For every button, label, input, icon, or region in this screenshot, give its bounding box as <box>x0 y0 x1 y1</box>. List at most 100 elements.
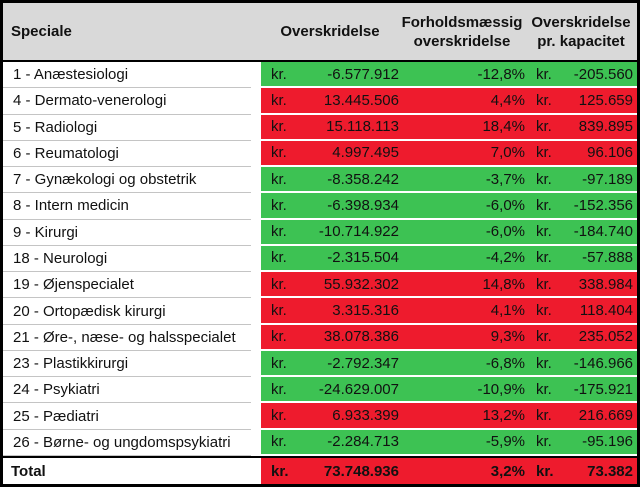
currency-label: kr. <box>536 380 552 398</box>
column-gap <box>251 62 261 89</box>
overskridelse-value: -2.315.504 <box>327 249 399 267</box>
speciale-label: 24 - Psykiatri <box>13 381 100 399</box>
per-kapacitet-value: -205.560 <box>573 65 633 83</box>
currency-label: kr. <box>271 144 287 162</box>
currency-label: kr. <box>271 118 287 136</box>
speciale-cell: 25 - Pædiatri <box>3 403 251 430</box>
currency-label: kr. <box>271 433 287 451</box>
per-kapacitet-value: -146.966 <box>573 354 633 372</box>
table-row: 8 - Intern medicin kr. -6.398.934 -6,0% … <box>3 193 637 220</box>
table-row: 21 - Øre-, næse- og halsspecialet kr. 38… <box>3 324 637 351</box>
overskridelse-value: -24.629.007 <box>318 380 399 398</box>
speciale-cell: 20 - Ortopædisk kirurgi <box>3 298 251 325</box>
table-row: 7 - Gynækologi og obstetrik kr. -8.358.2… <box>3 167 637 194</box>
table-row: 24 - Psykiatri kr. -24.629.007 -10,9% kr… <box>3 377 637 404</box>
currency-label: kr. <box>536 118 552 136</box>
column-gap <box>251 272 261 299</box>
per-kapacitet-value: 216.669 <box>578 407 633 425</box>
values-cell: kr. 6.933.399 13,2% kr. 216.669 <box>261 403 637 430</box>
currency-label: kr. <box>536 196 552 214</box>
currency-label: kr. <box>536 462 554 480</box>
total-label: Total <box>11 462 46 480</box>
per-kapacitet-value: -184.740 <box>573 223 633 241</box>
values-cell: kr. -10.714.922 -6,0% kr. -184.740 <box>261 219 637 246</box>
table-row: 1 - Anæstesiologi kr. -6.577.912 -12,8% … <box>3 62 637 89</box>
speciale-cell: 9 - Kirurgi <box>3 219 251 246</box>
speciale-cell: 19 - Øjenspecialet <box>3 272 251 299</box>
currency-label: kr. <box>271 65 287 83</box>
pct-value: -4,2% <box>485 249 525 267</box>
values-cell: kr. -6.577.912 -12,8% kr. -205.560 <box>261 62 637 89</box>
values-cell: kr. 15.118.113 18,4% kr. 839.895 <box>261 114 637 141</box>
pct-value: -3,7% <box>485 170 525 188</box>
column-gap <box>251 114 261 141</box>
column-header-speciale: Speciale <box>11 23 72 40</box>
column-gap <box>251 167 261 194</box>
overskridelse-value: -8.358.242 <box>327 170 399 188</box>
overskridelse-value: 4.997.495 <box>332 144 399 162</box>
overskridelse-value: -10.714.922 <box>318 223 399 241</box>
currency-label: kr. <box>536 223 552 241</box>
overskridelse-value: -6.577.912 <box>327 65 399 83</box>
overskridelse-value: 3.315.316 <box>332 302 399 320</box>
per-kapacitet-value: -57.888 <box>582 249 633 267</box>
currency-label: kr. <box>271 462 289 480</box>
per-kapacitet-value: -152.356 <box>573 196 633 214</box>
pct-value: -10,9% <box>477 380 525 398</box>
overskridelse-value: -6.398.934 <box>327 196 399 214</box>
currency-label: kr. <box>536 354 552 372</box>
table-row: 4 - Dermato-venerologi kr. 13.445.506 4,… <box>3 88 637 115</box>
speciale-cell: 1 - Anæstesiologi <box>3 62 251 89</box>
per-kapacitet-value: 96.106 <box>587 144 633 162</box>
values-cell: kr. -2.315.504 -4,2% kr. -57.888 <box>261 245 637 273</box>
column-gap <box>251 429 261 456</box>
per-kapacitet-value: 839.895 <box>578 118 633 136</box>
per-kapacitet-value: 118.404 <box>579 302 633 320</box>
overskridelse-value: 55.932.302 <box>323 275 399 293</box>
speciale-cell: 26 - Børne- og ungdomspsykiatri <box>3 429 251 456</box>
column-header-forholdsmaessig-line1: Forholdsmæssig <box>401 13 523 31</box>
pct-value: 7,0% <box>490 144 525 162</box>
table-row: 25 - Pædiatri kr. 6.933.399 13,2% kr. 21… <box>3 403 637 430</box>
pct-value: 13,2% <box>482 407 525 425</box>
speciale-label: 19 - Øjenspecialet <box>13 276 134 294</box>
total-pct-value: 3,2% <box>490 462 525 480</box>
column-gap <box>251 88 261 115</box>
speciale-cell: 6 - Reumatologi <box>3 140 251 168</box>
table-row: 6 - Reumatologi kr. 4.997.495 7,0% kr. 9… <box>3 140 637 168</box>
speciale-label: 18 - Neurologi <box>13 249 108 267</box>
column-gap <box>251 377 261 404</box>
values-cell: kr. -6.398.934 -6,0% kr. -152.356 <box>261 193 637 220</box>
per-kapacitet-value: -175.921 <box>573 380 633 398</box>
speciale-label: 5 - Radiologi <box>13 118 98 136</box>
column-header-forholdsmaessig-line2: overskridelse <box>413 32 511 50</box>
per-kapacitet-value: 125.659 <box>578 91 633 109</box>
currency-label: kr. <box>271 354 287 372</box>
pct-value: -6,8% <box>485 354 525 372</box>
per-kapacitet-value: 235.052 <box>578 328 633 346</box>
speciale-label: 4 - Dermato-venerologi <box>13 92 167 110</box>
speciale-label: 9 - Kirurgi <box>13 223 79 241</box>
values-cell: kr. -24.629.007 -10,9% kr. -175.921 <box>261 377 637 404</box>
per-kapacitet-value: -95.196 <box>582 433 633 451</box>
currency-label: kr. <box>536 65 552 83</box>
total-per-kapacitet-value: 73.382 <box>587 462 633 480</box>
currency-label: kr. <box>536 91 552 109</box>
speciale-label: 20 - Ortopædisk kirurgi <box>13 302 166 320</box>
currency-label: kr. <box>536 328 552 346</box>
overskridelse-value: 13.445.506 <box>323 91 399 109</box>
column-gap <box>251 219 261 246</box>
speciale-cell: 8 - Intern medicin <box>3 193 251 220</box>
pct-value: 14,8% <box>482 275 525 293</box>
pct-value: 9,3% <box>490 328 525 346</box>
speciale-label: 23 - Plastikkirurgi <box>13 355 129 373</box>
currency-label: kr. <box>271 302 287 320</box>
total-values: kr. 73.748.936 3,2% kr. 73.382 <box>261 458 637 484</box>
speciale-label: 25 - Pædiatri <box>13 407 99 425</box>
column-gap <box>251 140 261 168</box>
values-cell: kr. 13.445.506 4,4% kr. 125.659 <box>261 88 637 115</box>
speciale-cell: 24 - Psykiatri <box>3 377 251 404</box>
values-cell: kr. 55.932.302 14,8% kr. 338.984 <box>261 272 637 299</box>
total-label-cell: Total <box>3 458 251 484</box>
speciale-cell: 23 - Plastikkirurgi <box>3 350 251 378</box>
